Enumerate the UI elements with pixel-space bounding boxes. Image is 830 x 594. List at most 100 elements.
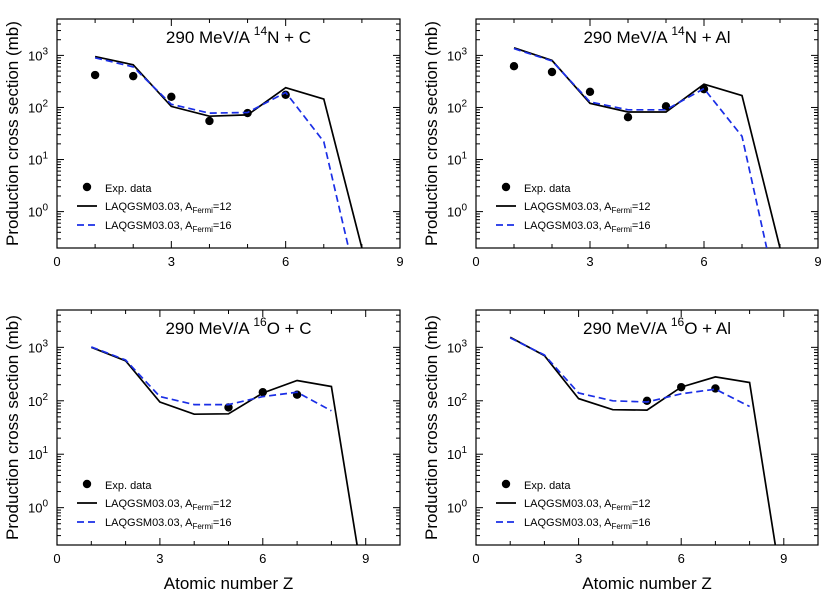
y-tick-label: 103: [447, 338, 467, 355]
y-tick-label: 102: [447, 98, 467, 115]
legend-label-exp: Exp. data: [524, 183, 571, 195]
legend-text: LAQGSM03.03, A: [524, 201, 612, 213]
y-tick-label: 101: [447, 151, 467, 168]
y-tick-exponent: 3: [461, 46, 467, 57]
chart-title: 290 MeV/A 16O + Al: [583, 315, 731, 338]
legend-label-afermi-16: LAQGSM03.03, AFermi=16: [524, 517, 651, 531]
x-tick-label: 9: [814, 254, 821, 269]
x-tick-label: 6: [282, 254, 289, 269]
y-tick-label: 101: [28, 151, 48, 168]
exp-data-point: [167, 92, 176, 102]
legend-subscript: Fermi: [611, 503, 632, 512]
legend-text: LAQGSM03.03, A: [524, 220, 612, 232]
legend-label-exp: Exp. data: [524, 480, 571, 492]
legend-subscript: Fermi: [192, 206, 213, 215]
legend-value: =12: [213, 498, 232, 510]
y-tick-label: 102: [28, 392, 48, 409]
title-prefix: 290 MeV/A: [165, 319, 253, 338]
y-tick-exponent: 2: [461, 98, 467, 109]
legend-text: LAQGSM03.03, A: [524, 517, 612, 529]
y-tick-base: 10: [28, 153, 42, 168]
legend-label-afermi-12: LAQGSM03.03, AFermi=12: [524, 201, 651, 215]
series-line-afermi-16: [90, 346, 332, 412]
title-prefix: 290 MeV/A: [583, 28, 671, 47]
series-line-afermi-12: [94, 55, 363, 248]
y-tick-exponent: 0: [42, 499, 48, 510]
legend-text: LAQGSM03.03, A: [524, 498, 612, 510]
y-tick-label: 103: [28, 46, 48, 63]
title-prefix: 290 MeV/A: [583, 319, 671, 338]
legend-label-afermi-16: LAQGSM03.03, AFermi=16: [105, 517, 232, 531]
y-tick-base: 10: [447, 394, 461, 409]
y-tick-label: 103: [28, 338, 48, 355]
series-line-afermi-16: [94, 56, 350, 248]
y-tick-exponent: 1: [461, 151, 467, 162]
legend-marker-exp: [82, 182, 92, 192]
series-line-afermi-12: [90, 346, 358, 545]
legend-value: =16: [632, 517, 651, 529]
y-tick-base: 10: [447, 501, 461, 516]
series-line-afermi-16: [509, 337, 750, 408]
title-reaction: N + Al: [685, 28, 731, 47]
y-tick-label: 100: [28, 499, 48, 516]
exp-data-point: [205, 116, 214, 126]
x-axis-label: Atomic number Z: [164, 574, 293, 593]
y-tick-base: 10: [28, 48, 42, 63]
y-axis-label: Production cross section (mb): [3, 21, 22, 246]
legend-marker-exp: [82, 479, 92, 489]
y-tick-label: 102: [447, 392, 467, 409]
y-tick-exponent: 2: [42, 392, 48, 403]
x-tick-label: 6: [700, 254, 707, 269]
chart-title: 290 MeV/A 14N + C: [166, 24, 311, 47]
y-axis-label: Production cross section (mb): [422, 315, 441, 540]
legend-subscript: Fermi: [611, 225, 632, 234]
legend-label-afermi-16: LAQGSM03.03, AFermi=16: [524, 220, 651, 234]
y-tick-base: 10: [447, 48, 461, 63]
y-tick-label: 102: [28, 98, 48, 115]
y-tick-base: 10: [447, 340, 461, 355]
legend-subscript: Fermi: [192, 503, 213, 512]
legend-subscript: Fermi: [611, 206, 632, 215]
y-tick-label: 101: [28, 445, 48, 462]
x-tick-label: 9: [396, 254, 403, 269]
y-tick-base: 10: [447, 100, 461, 115]
y-tick-base: 10: [28, 447, 42, 462]
y-tick-base: 10: [28, 394, 42, 409]
legend-value: =12: [632, 201, 651, 213]
exp-data-point: [90, 70, 100, 80]
title-reaction: O + Al: [684, 319, 731, 338]
y-tick-label: 101: [447, 445, 467, 462]
x-tick-label: 0: [53, 254, 60, 269]
legend-label-afermi-12: LAQGSM03.03, AFermi=12: [105, 498, 232, 512]
y-tick-base: 10: [447, 205, 461, 220]
plot-frame: [475, 18, 819, 249]
legend-text: LAQGSM03.03, A: [105, 220, 193, 232]
y-tick-exponent: 3: [461, 338, 467, 349]
x-tick-label: 3: [156, 551, 163, 566]
legend-label-afermi-12: LAQGSM03.03, AFermi=12: [524, 498, 651, 512]
legend-marker-exp: [501, 479, 511, 489]
chart-title: 290 MeV/A 14N + Al: [583, 24, 730, 47]
legend-text: LAQGSM03.03, A: [105, 498, 193, 510]
y-tick-base: 10: [28, 340, 42, 355]
legend-marker-exp: [501, 182, 511, 192]
title-mass-number: 16: [253, 315, 267, 329]
x-tick-label: 6: [259, 551, 266, 566]
y-tick-exponent: 1: [461, 445, 467, 456]
y-tick-label: 100: [447, 499, 467, 516]
y-tick-label: 103: [447, 46, 467, 63]
y-tick-exponent: 2: [42, 98, 48, 109]
legend-subscript: Fermi: [611, 522, 632, 531]
y-tick-exponent: 2: [461, 392, 467, 403]
y-tick-exponent: 0: [42, 203, 48, 214]
legend-label-afermi-12: LAQGSM03.03, AFermi=12: [105, 201, 232, 215]
legend-value: =12: [632, 498, 651, 510]
title-reaction: O + C: [267, 319, 312, 338]
title-mass-number: 14: [254, 24, 268, 38]
x-tick-label: 6: [678, 551, 685, 566]
